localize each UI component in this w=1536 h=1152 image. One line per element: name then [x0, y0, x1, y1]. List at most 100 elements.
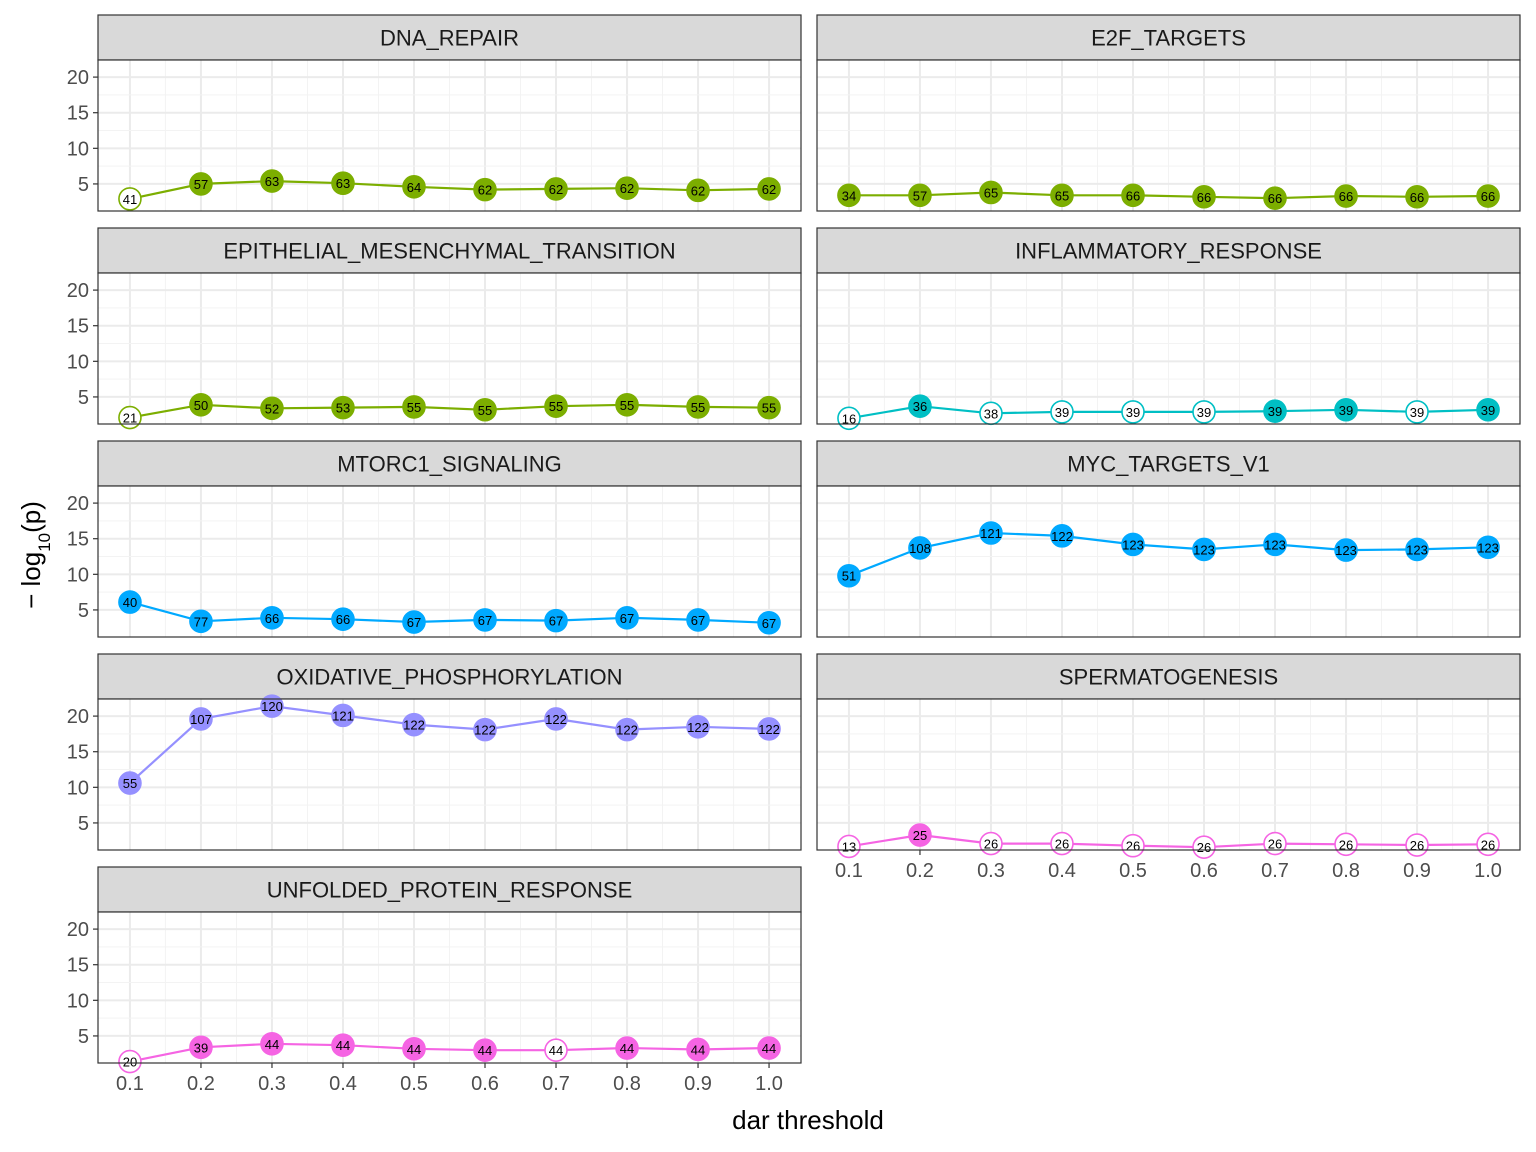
data-point	[402, 1036, 426, 1061]
facet-title: SPERMATOGENESIS	[1059, 665, 1278, 690]
facet-strip	[97, 227, 802, 274]
data-point	[1263, 186, 1287, 210]
data-point	[1476, 184, 1500, 208]
data-point	[118, 771, 142, 795]
point-label: 20	[123, 1055, 137, 1070]
point-label: 36	[913, 399, 927, 414]
point-label: 62	[762, 182, 776, 197]
facet-strip	[97, 653, 802, 700]
x-tick-label: 0.5	[1119, 860, 1147, 882]
y-tick-label: 15	[67, 742, 89, 764]
data-point	[1334, 397, 1358, 422]
facet-title: DNA_REPAIR	[380, 26, 519, 51]
point-label: 39	[1268, 404, 1282, 419]
point-label: 63	[336, 176, 350, 191]
point-label: 39	[194, 1040, 208, 1055]
data-point	[1405, 184, 1429, 209]
facet-panel: MTORC1_SIGNALING 5 10 15 20 40 77 66 66 67 67 67 67 6…	[67, 440, 802, 638]
panel-border	[97, 485, 802, 638]
data-point	[118, 187, 142, 211]
y-tick-label: 15	[67, 103, 89, 125]
point-label: 26	[984, 837, 998, 852]
y-axis-title-prefix: − log	[16, 552, 46, 609]
facet-title: E2F_TARGETS	[1091, 26, 1246, 51]
data-point	[979, 521, 1003, 545]
data-point	[331, 171, 355, 196]
data-point	[908, 394, 932, 418]
point-label: 39	[1197, 405, 1211, 420]
data-point	[837, 183, 861, 208]
data-point	[1192, 400, 1216, 424]
data-point	[1405, 537, 1429, 562]
point-label: 123	[1335, 543, 1357, 558]
data-point	[757, 395, 781, 420]
panel-border	[816, 698, 1521, 851]
point-label: 26	[1055, 837, 1069, 852]
point-label: 38	[984, 406, 998, 421]
data-point	[757, 610, 781, 635]
point-label: 67	[407, 615, 421, 630]
point-label: 16	[842, 411, 856, 426]
series-line	[129, 704, 770, 784]
facet-strip	[97, 14, 802, 61]
data-point	[331, 607, 355, 631]
data-point	[260, 396, 284, 421]
data-point	[757, 1036, 781, 1060]
point-label: 66	[1126, 188, 1140, 203]
x-tick-label: 0.9	[684, 1073, 712, 1095]
data-point	[473, 608, 497, 632]
point-label: 55	[762, 401, 776, 416]
facet-panels: DNA_REPAIR 5 10 15 20 41 57 63 63 64 62 62 62 62 62 E2F…	[67, 14, 1521, 1095]
point-label: 120	[261, 699, 283, 714]
point-label: 44	[407, 1042, 421, 1057]
series-line	[129, 179, 770, 200]
point-label: 44	[549, 1043, 563, 1058]
x-tick-label: 0.6	[471, 1073, 499, 1095]
data-point	[331, 1033, 355, 1057]
facet-title: OXIDATIVE_PHOSPHORYLATION	[277, 665, 623, 690]
point-label: 13	[842, 839, 856, 854]
panel-border	[816, 485, 1521, 638]
data-point	[544, 177, 568, 201]
point-label: 121	[332, 708, 354, 723]
point-label: 39	[1055, 405, 1069, 420]
data-point	[189, 609, 213, 634]
point-label: 44	[620, 1041, 634, 1056]
data-point	[260, 605, 284, 630]
point-label: 123	[1477, 540, 1499, 555]
point-label: 108	[909, 541, 931, 556]
point-label: 77	[194, 614, 208, 629]
data-point	[686, 1037, 710, 1062]
facet-title: UNFOLDED_PROTEIN_RESPONSE	[267, 878, 633, 903]
point-label: 26	[1126, 839, 1140, 854]
point-label: 44	[762, 1041, 776, 1056]
data-point	[615, 176, 639, 201]
data-point	[402, 174, 426, 199]
point-label: 41	[123, 192, 137, 207]
facet-panel: DNA_REPAIR 5 10 15 20 41 57 63 63 64 62 62 62 62 62	[67, 14, 802, 212]
point-label: 55	[549, 399, 563, 414]
y-tick-label: 10	[67, 138, 89, 160]
y-tick-label: 15	[67, 955, 89, 977]
data-point	[1476, 535, 1500, 560]
data-point	[1476, 397, 1500, 422]
data-point	[615, 392, 639, 417]
data-point	[837, 563, 861, 588]
facet-strip	[816, 440, 1521, 487]
panel-border	[97, 272, 802, 425]
y-tick-label: 10	[67, 990, 89, 1012]
data-point	[189, 707, 213, 731]
point-label: 122	[403, 718, 425, 733]
point-label: 123	[1193, 542, 1215, 557]
point-label: 63	[265, 174, 279, 189]
data-point	[1192, 835, 1216, 859]
data-point	[189, 1035, 213, 1060]
data-point	[473, 1038, 497, 1062]
x-tick-label: 0.9	[1403, 860, 1431, 882]
point-label: 26	[1481, 837, 1495, 852]
data-point	[837, 834, 861, 859]
panel-border	[97, 698, 802, 851]
data-point	[189, 392, 213, 417]
facet-title: EPITHELIAL_MESENCHYMAL_TRANSITION	[223, 239, 675, 264]
